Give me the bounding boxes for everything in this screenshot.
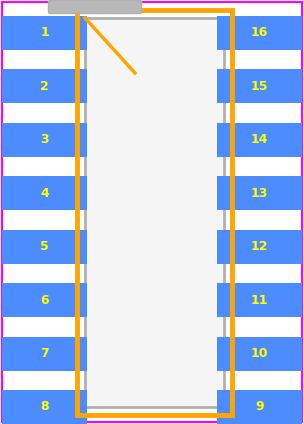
- Bar: [2, 176, 87, 210]
- Bar: [2, 123, 87, 157]
- Text: 1: 1: [40, 26, 49, 39]
- Bar: [2, 337, 87, 371]
- Bar: [217, 16, 302, 50]
- Bar: [2, 283, 87, 317]
- Text: 11: 11: [251, 294, 268, 307]
- Text: 6: 6: [40, 294, 49, 307]
- Bar: [217, 283, 302, 317]
- Text: 7: 7: [40, 347, 49, 360]
- Text: 15: 15: [251, 80, 268, 93]
- Bar: [2, 16, 87, 50]
- Text: 3: 3: [40, 134, 49, 146]
- Text: 12: 12: [251, 240, 268, 253]
- Bar: [2, 230, 87, 264]
- Text: 2: 2: [40, 80, 49, 93]
- Bar: [2, 390, 87, 424]
- Text: 8: 8: [40, 401, 49, 413]
- Text: 10: 10: [251, 347, 268, 360]
- Bar: [85, 18, 224, 407]
- Bar: [217, 390, 302, 424]
- Text: 5: 5: [40, 240, 49, 253]
- Bar: [217, 230, 302, 264]
- Bar: [217, 70, 302, 103]
- Text: 14: 14: [251, 134, 268, 146]
- Bar: [2, 70, 87, 103]
- FancyBboxPatch shape: [49, 0, 141, 14]
- Text: 13: 13: [251, 187, 268, 200]
- Bar: [77, 10, 232, 415]
- Text: 4: 4: [40, 187, 49, 200]
- Text: 16: 16: [251, 26, 268, 39]
- Bar: [217, 337, 302, 371]
- Text: 9: 9: [255, 401, 264, 413]
- Bar: [217, 176, 302, 210]
- Bar: [217, 123, 302, 157]
